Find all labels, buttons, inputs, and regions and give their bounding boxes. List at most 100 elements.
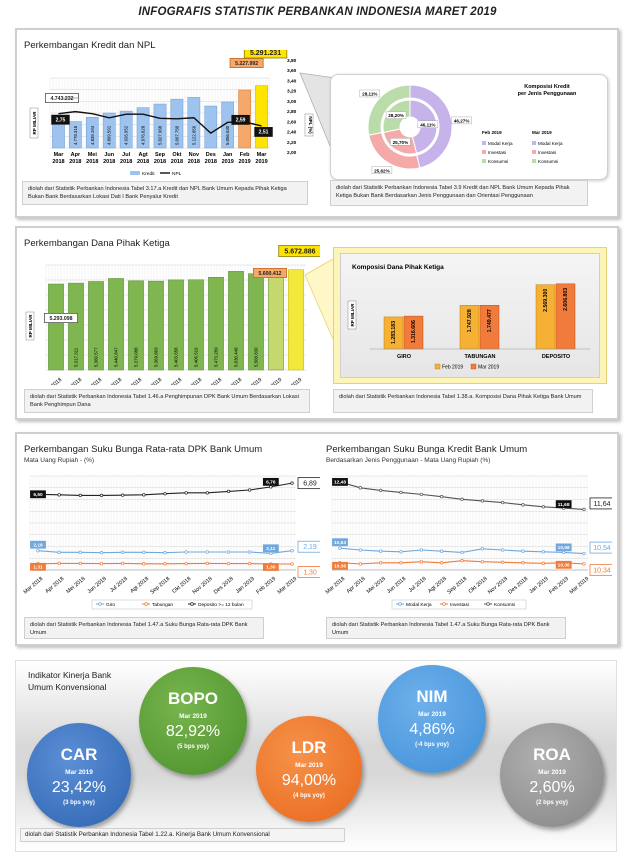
npl-callout-first-box — [51, 114, 70, 125]
x-tick-label: Nov 2018 — [487, 576, 509, 596]
x-tick-year: 2018 — [205, 159, 217, 165]
line-value-label: 10,63 — [334, 540, 346, 546]
x-tick-label: Mar 2019 — [569, 576, 591, 596]
x-tick-label: Feb 2019 — [262, 377, 284, 385]
x-tick-month: Apr — [71, 152, 81, 158]
series-point — [541, 550, 545, 554]
x-tick-label: Mei 2018 — [366, 576, 387, 595]
series-point — [248, 488, 252, 492]
line-value-box — [262, 544, 279, 553]
dpk-bar — [168, 279, 184, 371]
dpk-bar-label: 5.406.516 — [194, 347, 199, 367]
roa-name: ROA — [533, 745, 571, 764]
line-value-box — [555, 560, 572, 569]
donut-outer-slice — [367, 84, 411, 136]
series-point — [163, 492, 167, 496]
dpk-bar-label: 5.369.869 — [154, 347, 159, 367]
kredit-bar-label: 4.778.318 — [73, 125, 78, 145]
npl-tick: 2,80 — [287, 109, 297, 115]
nim-change: (-4 bps yoy) — [415, 742, 449, 748]
dpk-source: diolah dari Statistik Perbankan Indonesi… — [24, 389, 310, 413]
dpk-callout-feb-box — [253, 267, 287, 278]
suku-bunga-dpk-source: diolah dari Statistik Perbankan Indonesi… — [24, 617, 264, 639]
kredit-bar-label: 4.976.628 — [141, 125, 146, 145]
x-tick-label: Mar 2018 — [42, 377, 64, 385]
kredit-callout-first-box — [45, 93, 79, 104]
npl-tick: 2,60 — [287, 119, 297, 125]
series-point — [419, 492, 423, 497]
suku-bunga-kredit-chart: 12,48 11,68 11,64 10,63 10,58 10,54 10,36 10,36… — [325, 475, 612, 610]
series-point — [582, 562, 586, 566]
dpk-chart: RP MILIAR 5.317.311 5.360.577 5.440.847 5.37… — [25, 245, 320, 385]
x-tick-year: 2018 — [154, 159, 166, 165]
x-tick-label: Des 2018 — [221, 377, 243, 385]
donut-outer-label-box — [371, 166, 393, 174]
dpk-title: Perkembangan Dana Pihak Ketiga — [24, 238, 170, 249]
roa-change: (2 bps yoy) — [536, 800, 568, 806]
npl-callout-first: 2,75 — [56, 117, 66, 123]
x-tick-label: Jan 2019 — [242, 377, 263, 385]
bopo-name: BOPO — [167, 689, 219, 708]
series-point — [248, 561, 252, 566]
series-point — [440, 495, 444, 499]
legend-kredit: Kredit — [142, 171, 155, 177]
dpk-bar-label: 5.317.311 — [74, 347, 79, 367]
series-point — [480, 547, 484, 551]
x-tick-label: Mar 2018 — [23, 576, 45, 596]
donut-outer-label: 46,27% — [454, 119, 470, 124]
donut-inner-label-box — [417, 120, 439, 129]
kredit-bar — [255, 85, 268, 149]
x-tick-label: Jun 2018 — [386, 576, 407, 595]
donut-legend-swatch — [482, 141, 486, 145]
donut-outer-label: 25,62% — [374, 168, 390, 173]
y-axis-title: RP MILIAR — [32, 111, 37, 135]
series-point — [226, 489, 231, 494]
x-tick-year: 2018 — [103, 159, 115, 165]
kredit-bar — [204, 105, 218, 149]
x-tick-label: Sep 2018 — [161, 377, 183, 385]
series-point — [419, 560, 423, 564]
ldr-period: Mar 2019 — [295, 762, 323, 769]
legend-npl: NPL — [172, 171, 182, 177]
series-line — [339, 481, 585, 510]
line-value-label: 10,34 — [593, 567, 611, 574]
x-tick-month: Feb — [240, 152, 250, 158]
suku-bunga-kredit-title: Perkembangan Suku Bunga Kredit Bank Umum — [326, 444, 528, 455]
series-point — [501, 500, 505, 505]
npl-callout-mar: 2,51 — [259, 130, 269, 136]
x-tick-month: Jun — [104, 152, 114, 158]
x-tick-label: Jul 2018 — [408, 576, 428, 594]
komposisi-dpk-chart: Komposisi Dana Pihak Ketiga RP MILIAR 1.28… — [347, 264, 590, 371]
series-point — [338, 546, 342, 550]
kredit-bar — [221, 101, 235, 149]
series-point — [358, 548, 362, 552]
y-axis-title: RP MILIAR — [350, 303, 355, 327]
x-tick-month: Jan — [223, 152, 233, 158]
x-tick-month: Sep — [155, 152, 166, 158]
kredit-bar-label: 5.097.750 — [174, 125, 179, 145]
dpk-callout-mar: 5.672.886 — [284, 248, 315, 255]
dpk-callout-first-box — [44, 313, 78, 324]
komposisi-dpk-bar-label: 2.606.803 — [563, 288, 569, 311]
dpk-bar — [228, 271, 244, 371]
dpk-bar-label: 5.568.830 — [254, 347, 259, 367]
x-tick-label: Nov 2018 — [192, 576, 214, 596]
legend-kredit-swatch — [130, 171, 140, 175]
legend-box — [391, 599, 527, 610]
donut-legend-item: Modal Kerja — [488, 141, 513, 146]
series-point — [379, 561, 383, 565]
kinerja-title: Indikator Kinerja Bank Umum Konvensional — [28, 670, 112, 692]
bubble-bopo: BOPO Mar 2019 82,92% (5 bps yoy) — [139, 667, 247, 775]
line-value-label: 10,36 — [334, 563, 346, 569]
legend-label: Deposito >= 12 bulan — [198, 602, 244, 608]
donut-legend-swatch — [482, 159, 486, 163]
legend-label: Giro — [106, 602, 115, 608]
kredit-callout-mar-box — [243, 50, 288, 59]
kredit-bar-label: 4.926.952 — [124, 125, 129, 145]
series-point — [121, 550, 125, 554]
series-point — [184, 561, 188, 566]
kredit-npl-source: diolah dari Statistik Perbankan Indonesi… — [22, 181, 308, 205]
line-value-label: 6,50 — [33, 492, 43, 498]
ldr-change: (4 bps yoy) — [293, 793, 325, 799]
